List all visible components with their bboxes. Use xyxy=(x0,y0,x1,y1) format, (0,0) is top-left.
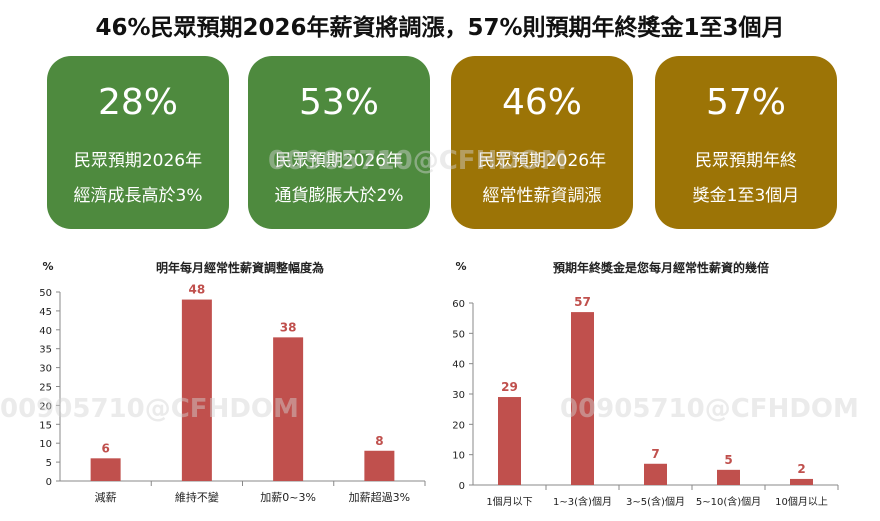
page-title: 46%民眾預期2026年薪資將調漲，57%則預期年終獎金1至3個月 xyxy=(95,15,785,41)
data-label: 2 xyxy=(797,462,805,476)
category-label: 1個月以下 xyxy=(486,495,532,508)
y-tick-label: 0 xyxy=(459,481,465,492)
y-tick-label: 60 xyxy=(452,299,465,310)
bar xyxy=(498,397,521,485)
y-axis-label: % xyxy=(455,260,466,273)
salary-adjustment-chart: 明年每月經常性薪資調整幅度為% 0 5 10 15 20 25 30 35 40 45 50 6 減薪 48… xyxy=(39,260,426,504)
y-axis-label: % xyxy=(42,260,53,273)
chart-title: 預期年終獎金是您每月經常性薪資的幾倍 xyxy=(553,260,769,275)
y-tick-label: 45 xyxy=(39,307,52,318)
data-label: 29 xyxy=(501,380,518,394)
y-tick-label: 20 xyxy=(39,401,52,412)
category-label: 加薪0~3% xyxy=(260,491,316,504)
category-label: 3~5(含)個月 xyxy=(626,495,685,508)
y-tick-label: 40 xyxy=(452,360,465,371)
category-label: 10個月以上 xyxy=(775,495,828,508)
stat-card-percent: 46% xyxy=(501,82,582,123)
bar xyxy=(90,458,121,481)
category-label: 5~10(含)個月 xyxy=(696,495,761,508)
data-label: 6 xyxy=(101,441,109,455)
y-tick-label: 15 xyxy=(39,420,52,431)
stat-card-gdp: 28% 民眾預期2026年 經濟成長高於3% xyxy=(47,56,229,229)
bar xyxy=(364,450,395,481)
year-end-bonus-chart: 預期年終獎金是您每月經常性薪資的幾倍% 0 10 20 30 40 50 60 29 1個月以下 5… xyxy=(452,260,839,508)
category-label: 加薪超過3% xyxy=(349,490,410,504)
bar xyxy=(181,299,212,481)
stat-card-bonus: 57% 民眾預期年終 獎金1至3個月 xyxy=(655,56,837,229)
y-tick-label: 0 xyxy=(46,477,52,488)
data-label: 38 xyxy=(280,320,297,334)
category-label: 1~3(含)個月 xyxy=(553,495,612,508)
stat-card-line2: 通貨膨脹大於2% xyxy=(274,186,404,206)
bar xyxy=(273,337,304,481)
y-tick-label: 5 xyxy=(46,458,52,469)
data-label: 7 xyxy=(651,447,659,461)
y-tick-label: 50 xyxy=(452,329,465,340)
bar xyxy=(644,463,667,485)
y-tick-label: 10 xyxy=(39,439,52,450)
y-tick-label: 30 xyxy=(39,364,52,375)
stat-card-inflation: 53% 民眾預期2026年 通貨膨脹大於2% xyxy=(248,56,430,229)
y-tick-label: 25 xyxy=(39,383,52,394)
bar xyxy=(571,312,594,485)
stat-card-percent: 57% xyxy=(705,82,786,123)
category-label: 維持不變 xyxy=(175,490,219,504)
stat-card-line2: 經濟成長高於3% xyxy=(73,186,203,206)
bar xyxy=(790,478,813,485)
y-tick-label: 50 xyxy=(39,288,52,299)
category-label: 減薪 xyxy=(95,490,117,504)
bar xyxy=(717,469,740,485)
stat-card-percent: 53% xyxy=(298,82,379,123)
stat-card-line1: 民眾預期年終 xyxy=(695,151,797,171)
chart-title: 明年每月經常性薪資調整幅度為 xyxy=(156,260,324,275)
stat-cards: 28% 民眾預期2026年 經濟成長高於3% 53% 民眾預期2026年 通貨膨… xyxy=(47,56,841,229)
stat-card-line2: 經常性薪資調漲 xyxy=(482,186,602,206)
stat-card-line2: 獎金1至3個月 xyxy=(692,186,800,206)
stat-card-line1: 民眾預期2026年 xyxy=(73,151,203,171)
data-label: 57 xyxy=(574,295,591,309)
data-label: 5 xyxy=(724,453,732,467)
y-tick-label: 10 xyxy=(452,451,465,462)
stat-card-percent: 28% xyxy=(97,82,178,123)
stat-card-salary: 46% 民眾預期2026年 經常性薪資調漲 xyxy=(451,56,633,229)
y-tick-label: 40 xyxy=(39,326,52,337)
y-tick-label: 35 xyxy=(39,345,52,356)
stat-card-line1: 民眾預期2026年 xyxy=(477,151,607,171)
y-tick-label: 30 xyxy=(452,390,465,401)
stat-card-line1: 民眾預期2026年 xyxy=(274,151,404,171)
data-label: 8 xyxy=(375,434,383,448)
y-tick-label: 20 xyxy=(452,420,465,431)
data-label: 48 xyxy=(189,283,206,297)
